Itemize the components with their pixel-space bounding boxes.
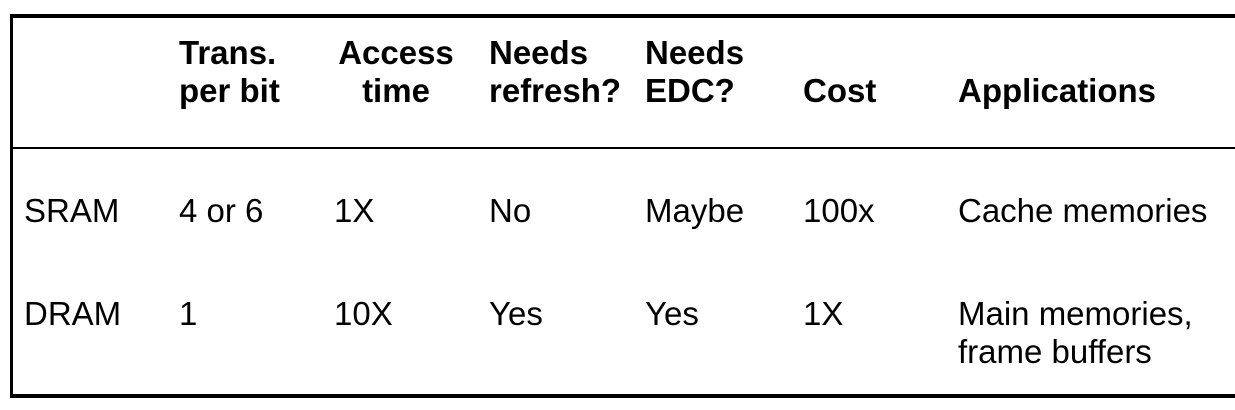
header-refresh-line1: Needs	[489, 34, 589, 71]
header-trans-per-bit: Trans. per bit	[179, 34, 280, 110]
header-refresh-line2: refresh?	[489, 72, 622, 109]
header-trans-line2: per bit	[179, 72, 280, 109]
row-dram-cost: 1X	[803, 295, 844, 332]
header-edc-line1: Needs	[645, 34, 745, 71]
row-dram-applications: Main memories, frame buffers	[958, 295, 1193, 371]
row-dram-trans: 1	[179, 295, 198, 332]
row-dram-applications-line1: Main memories,	[958, 295, 1193, 332]
row-sram-trans: 4 or 6	[179, 192, 264, 229]
header-separator	[10, 147, 1235, 149]
header-applications: Applications	[958, 72, 1157, 109]
header-access-line2: time	[362, 72, 430, 109]
header-edc-line2: EDC?	[645, 72, 735, 109]
header-cost: Cost	[803, 72, 877, 109]
row-dram-refresh: Yes	[489, 295, 543, 332]
header-needs-edc: Needs EDC?	[645, 34, 744, 110]
row-sram-type: SRAM	[24, 192, 120, 229]
row-sram-edc: Maybe	[645, 192, 745, 229]
row-dram-applications-line2: frame buffers	[958, 333, 1152, 370]
row-sram-applications: Cache memories	[958, 192, 1208, 229]
row-dram-type: DRAM	[24, 295, 122, 332]
header-trans-line1: Trans.	[179, 34, 277, 71]
header-needs-refresh: Needs refresh?	[489, 34, 621, 110]
row-sram-cost: 100x	[803, 192, 875, 229]
table-frame	[10, 14, 1235, 398]
row-sram-access: 1X	[334, 192, 375, 229]
row-sram-refresh: No	[489, 192, 532, 229]
row-dram-edc: Yes	[645, 295, 699, 332]
row-dram-access: 10X	[334, 295, 393, 332]
header-access-line1: Access	[338, 34, 454, 71]
header-access-time: Access time	[334, 34, 458, 110]
